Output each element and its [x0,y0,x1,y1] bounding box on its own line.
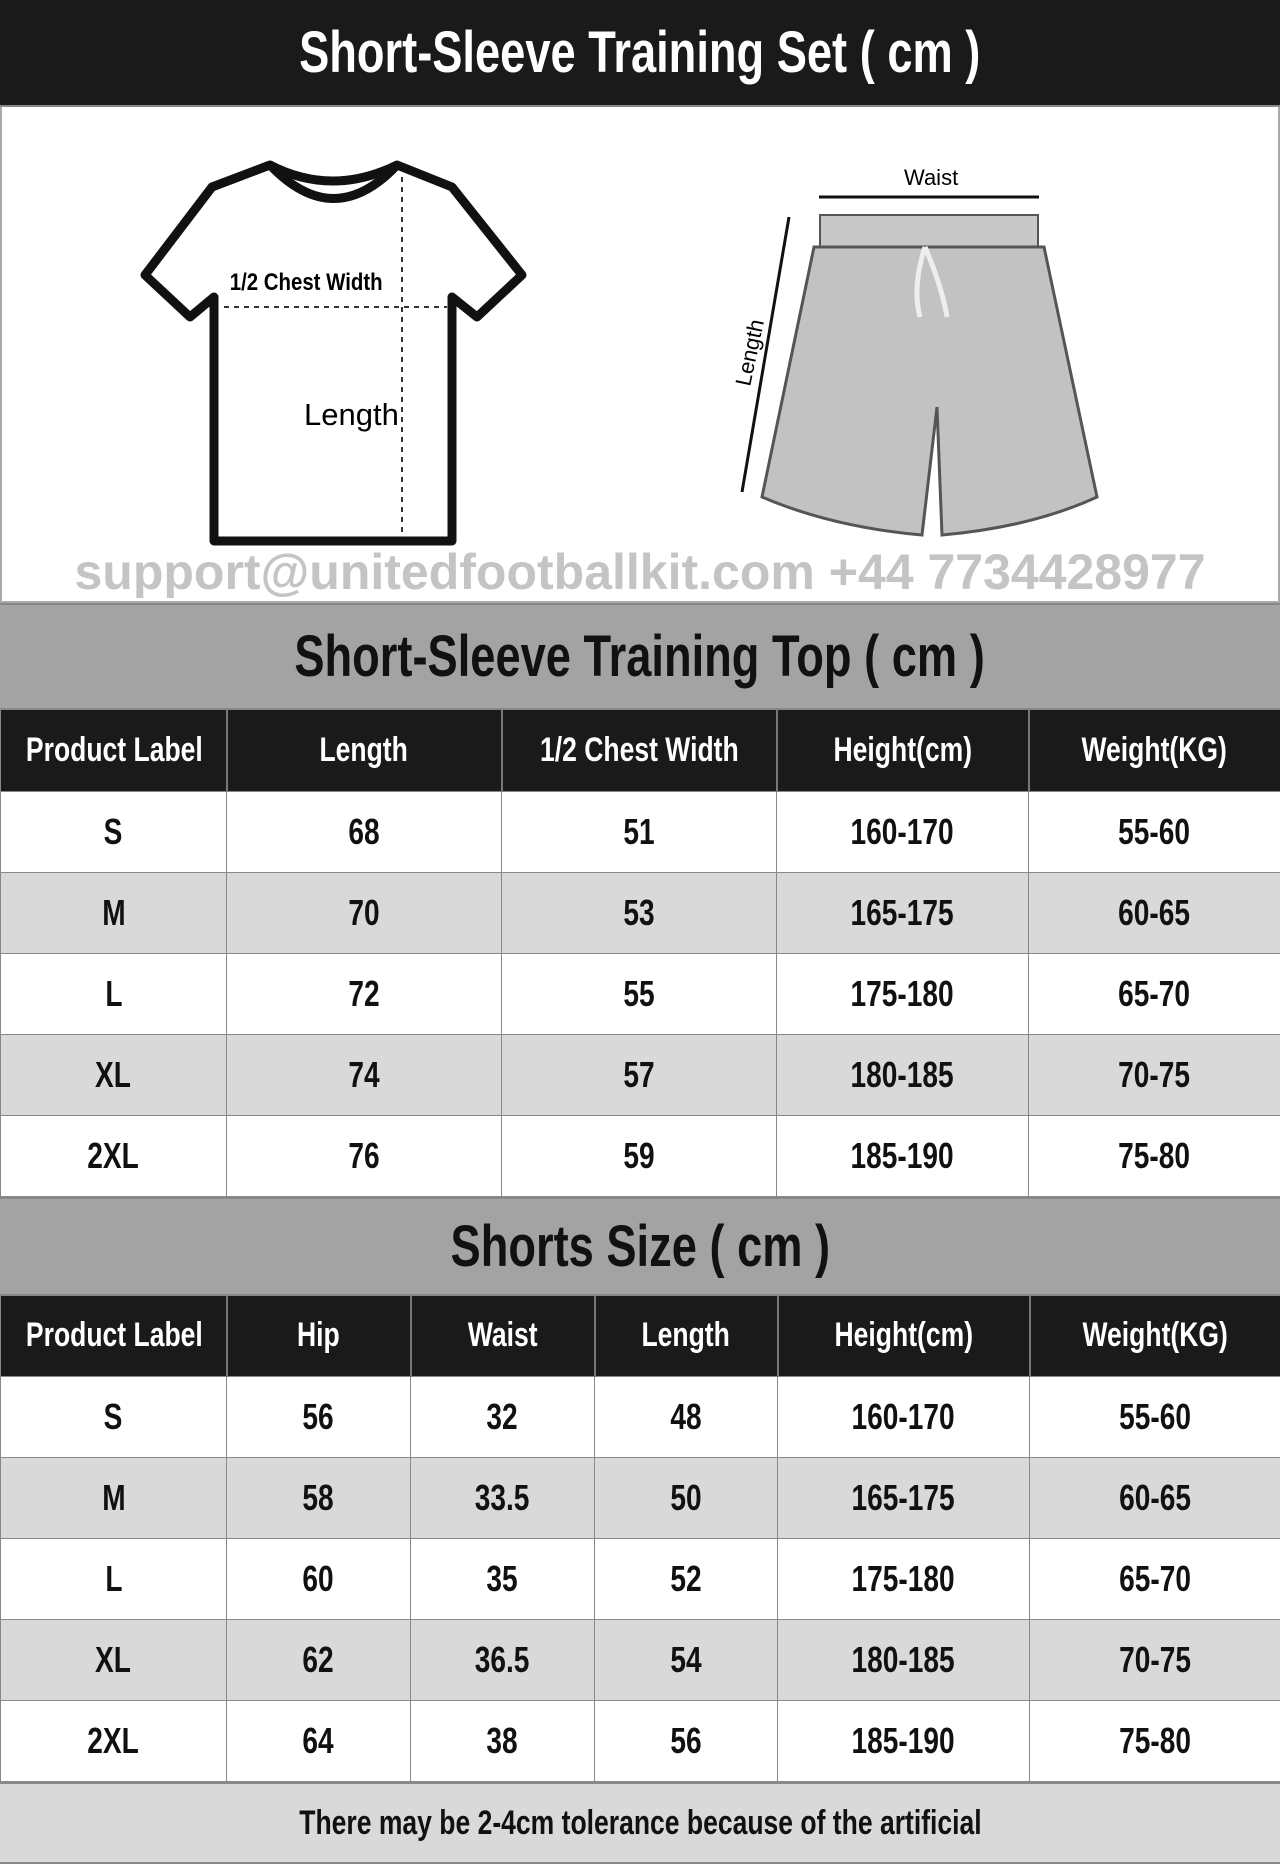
table-cell: 36.5 [411,1620,595,1701]
table-cell: M [1,1458,227,1539]
table-cell: 70 [227,872,502,953]
header-cell: Height(cm) [778,1296,1030,1377]
header-cell: Length [227,710,502,791]
shorts-table-title: Shorts Size ( cm ) [0,1197,1280,1296]
table-cell: 32 [411,1377,595,1458]
header-cell: Product Label [1,710,227,791]
table-cell: 38 [411,1701,595,1782]
table-cell: 56 [595,1701,778,1782]
table-cell: 50 [595,1458,778,1539]
table-cell: 57 [502,1034,777,1115]
table-cell: 54 [595,1620,778,1701]
tolerance-note: There may be 2-4cm tolerance because of … [0,1782,1280,1864]
waist-label: Waist [904,165,958,190]
table-cell: 53 [502,872,777,953]
table-cell: 60-65 [1030,1458,1280,1539]
table-cell: S [1,791,227,872]
table-cell: 33.5 [411,1458,595,1539]
table-cell: 62 [227,1620,411,1701]
table-cell: M [1,872,227,953]
table-cell: 65-70 [1029,953,1280,1034]
table-cell: 64 [227,1701,411,1782]
table-cell: L [1,1539,227,1620]
table-cell: XL [1,1620,227,1701]
table-cell: 55-60 [1029,791,1280,872]
table-cell: 65-70 [1030,1539,1280,1620]
shorts-length-label: Length [730,317,768,388]
table-cell: 185-190 [777,1115,1029,1196]
header-cell: Weight(KG) [1030,1296,1280,1377]
top-table-title: Short-Sleeve Training Top ( cm ) [0,603,1280,710]
table-cell: 185-190 [778,1701,1030,1782]
table-cell: 2XL [1,1701,227,1782]
table-cell: L [1,953,227,1034]
garment-diagram: 1/2 Chest Width Length Waist Length [2,107,1278,603]
tshirt-icon [145,165,522,541]
table-cell: 60 [227,1539,411,1620]
table-cell: 48 [595,1377,778,1458]
table-cell: 165-175 [778,1458,1030,1539]
header-cell: 1/2 Chest Width [502,710,777,791]
table-cell: 55-60 [1030,1377,1280,1458]
header-cell: Length [595,1296,778,1377]
length-label: Length [304,397,399,432]
table-cell: 2XL [1,1115,227,1196]
header-cell: Height(cm) [777,710,1029,791]
table-cell: 75-80 [1029,1115,1280,1196]
header-cell: Waist [411,1296,595,1377]
table-cell: 75-80 [1030,1701,1280,1782]
table-cell: 72 [227,953,502,1034]
table-cell: 160-170 [777,791,1029,872]
table-cell: 175-180 [777,953,1029,1034]
table-cell: 55 [502,953,777,1034]
page-title: Short-Sleeve Training Set ( cm ) [0,0,1280,107]
table-cell: 76 [227,1115,502,1196]
table-cell: 52 [595,1539,778,1620]
table-cell: 59 [502,1115,777,1196]
shorts-icon [742,197,1097,535]
table-cell: 180-185 [777,1034,1029,1115]
chest-label: 1/2 Chest Width [230,268,383,295]
table-cell: 175-180 [778,1539,1030,1620]
table-cell: 35 [411,1539,595,1620]
table-cell: 68 [227,791,502,872]
table-cell: 70-75 [1030,1620,1280,1701]
table-cell: 165-175 [777,872,1029,953]
table-cell: 51 [502,791,777,872]
table-cell: 70-75 [1029,1034,1280,1115]
table-cell: 56 [227,1377,411,1458]
table-cell: 74 [227,1034,502,1115]
header-cell: Product Label [1,1296,227,1377]
table-cell: 160-170 [778,1377,1030,1458]
table-cell: 58 [227,1458,411,1539]
table-cell: 180-185 [778,1620,1030,1701]
table-cell: 60-65 [1029,872,1280,953]
table-cell: XL [1,1034,227,1115]
header-cell: Hip [227,1296,411,1377]
illustration-area: 1/2 Chest Width Length Waist Length [0,107,1280,603]
table-cell: S [1,1377,227,1458]
header-cell: Weight(KG) [1029,710,1280,791]
